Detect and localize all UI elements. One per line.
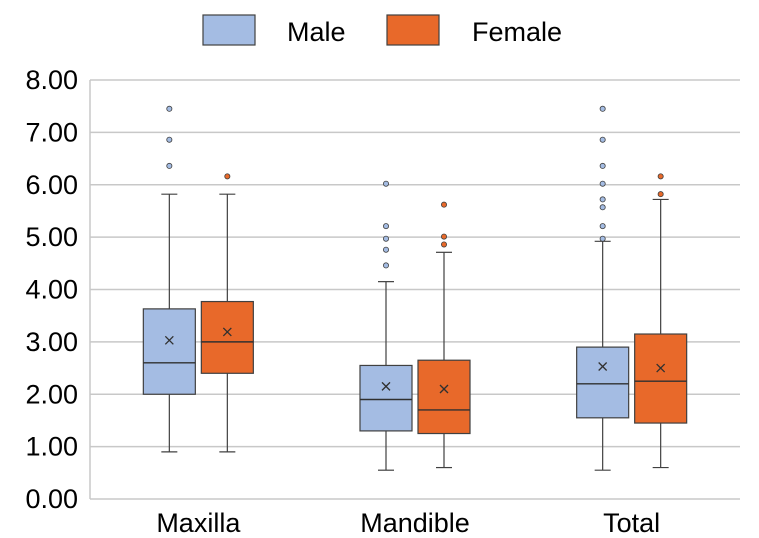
mean-marker xyxy=(439,384,449,394)
y-tick-label: 4.00 xyxy=(25,275,78,305)
y-axis: 0.00 1.00 2.00 3.00 4.00 5.00 6.00 7.00 8.00 xyxy=(25,65,91,514)
box-male-mandible xyxy=(359,180,413,471)
mean-marker xyxy=(222,327,232,337)
box-male-total xyxy=(576,105,630,471)
outlier-point xyxy=(382,223,389,230)
outlier-point xyxy=(166,105,173,112)
mean-marker xyxy=(164,335,174,345)
x-category-label: Maxilla xyxy=(156,508,241,538)
outlier-point xyxy=(599,162,606,169)
y-tick-label: 6.00 xyxy=(25,170,78,200)
legend: Male Female xyxy=(202,14,562,47)
outlier-point xyxy=(440,233,447,240)
mean-marker xyxy=(381,381,391,391)
box-female-maxilla xyxy=(200,173,254,453)
y-tick-label: 5.00 xyxy=(25,222,78,252)
legend-swatch-male xyxy=(202,14,256,46)
outlier-point xyxy=(599,204,606,211)
box-iqr xyxy=(576,346,630,419)
outlier-point xyxy=(382,180,389,187)
y-tick-label: 8.00 xyxy=(25,65,78,95)
box-iqr xyxy=(359,364,413,432)
legend-label-male: Male xyxy=(287,17,346,47)
plot-area xyxy=(142,105,688,471)
outlier-point xyxy=(657,191,664,198)
outlier-point xyxy=(440,201,447,208)
x-axis: Maxilla Mandible Total xyxy=(156,508,660,538)
box-iqr xyxy=(634,333,688,424)
gridlines xyxy=(90,79,740,500)
outlier-point xyxy=(440,241,447,248)
outlier-point xyxy=(382,235,389,242)
outlier-point xyxy=(224,173,231,180)
mean-marker xyxy=(598,362,608,371)
box-iqr xyxy=(200,300,254,374)
mean-marker xyxy=(656,363,666,373)
box-male-maxilla xyxy=(142,105,196,453)
outlier-point xyxy=(382,262,389,269)
outlier-point xyxy=(599,223,606,230)
y-tick-label: 3.00 xyxy=(25,327,78,357)
box-iqr xyxy=(142,308,196,395)
y-tick-label: 0.00 xyxy=(25,484,78,514)
outlier-point xyxy=(599,105,606,112)
outlier-point xyxy=(657,173,664,180)
box-female-mandible xyxy=(417,201,471,469)
outlier-point xyxy=(599,235,606,242)
outlier-point xyxy=(599,196,606,203)
y-tick-label: 7.00 xyxy=(25,117,78,147)
legend-swatch-female xyxy=(386,14,440,46)
outlier-point xyxy=(599,136,606,143)
x-category-label: Total xyxy=(603,508,660,538)
y-tick-label: 2.00 xyxy=(25,379,78,409)
x-category-label: Mandible xyxy=(360,508,470,538)
y-tick-label: 1.00 xyxy=(25,432,78,462)
legend-label-female: Female xyxy=(472,17,562,47)
outlier-point xyxy=(382,246,389,253)
outlier-point xyxy=(166,136,173,143)
outlier-point xyxy=(599,180,606,187)
box-female-total xyxy=(634,173,688,469)
box-iqr xyxy=(417,359,471,435)
outlier-point xyxy=(166,162,173,169)
